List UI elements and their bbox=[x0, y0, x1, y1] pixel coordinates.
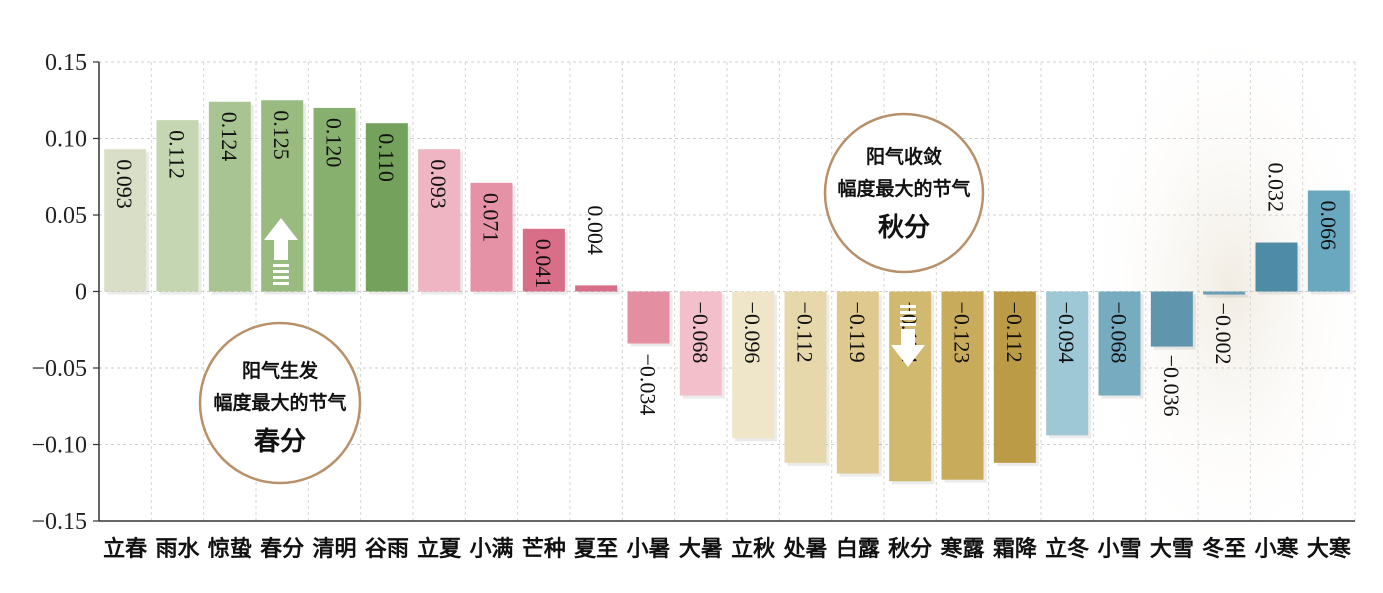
bar bbox=[1150, 291, 1193, 347]
x-tick-label: 谷雨 bbox=[365, 537, 409, 562]
value-label: 0.004 bbox=[583, 205, 608, 255]
autumn-note-line2: 幅度最大的节气 bbox=[837, 177, 970, 200]
spring-note-term: 春分 bbox=[254, 427, 306, 457]
value-label: −0.123 bbox=[950, 302, 975, 364]
value-label: −0.034 bbox=[636, 354, 661, 416]
y-tick-label: 0.10 bbox=[45, 127, 87, 153]
x-tick-label: 寒露 bbox=[940, 536, 985, 562]
bar bbox=[522, 228, 565, 292]
autumn-note-term: 秋分 bbox=[878, 213, 930, 243]
bar bbox=[1203, 291, 1246, 295]
value-label: 0.112 bbox=[165, 130, 190, 179]
bar bbox=[418, 149, 461, 292]
bar bbox=[836, 291, 879, 474]
x-tick-label: 大暑 bbox=[679, 537, 723, 562]
x-tick-label: 冬至 bbox=[1202, 536, 1246, 562]
x-tick-label: 夏至 bbox=[574, 537, 618, 562]
x-tick-label: 霜降 bbox=[992, 537, 1038, 562]
x-tick-label: 立冬 bbox=[1045, 536, 1089, 562]
bar bbox=[1098, 291, 1141, 396]
bar bbox=[993, 291, 1036, 463]
value-label: 0.093 bbox=[112, 159, 137, 209]
x-tick-label: 秋分 bbox=[888, 537, 932, 562]
value-label: 0.124 bbox=[217, 112, 242, 162]
value-label: 0.110 bbox=[374, 133, 399, 182]
x-tick-label: 小寒 bbox=[1254, 536, 1298, 562]
bar bbox=[732, 291, 775, 439]
value-label: −0.002 bbox=[1211, 303, 1236, 365]
bar bbox=[941, 291, 984, 480]
autumn-equinox-note: 阳气收敛 幅度最大的节气 秋分 bbox=[823, 112, 985, 274]
bar bbox=[679, 291, 722, 396]
x-tick-label: 雨水 bbox=[155, 537, 200, 562]
bar bbox=[470, 182, 513, 292]
y-tick-label: 0.05 bbox=[45, 203, 87, 229]
x-tick-label: 芒种 bbox=[522, 536, 566, 562]
value-label: 0.125 bbox=[269, 110, 294, 160]
value-label: 0.071 bbox=[479, 193, 504, 243]
x-tick-label: 立春 bbox=[103, 536, 147, 562]
value-label: −0.096 bbox=[740, 302, 765, 364]
value-label: 0.041 bbox=[531, 239, 556, 289]
bar-shadow bbox=[1206, 294, 1249, 298]
y-tick-label: 0 bbox=[75, 280, 87, 306]
x-tick-label: 立夏 bbox=[417, 536, 462, 562]
x-tick-labels: 立春 雨水 惊蛰 春分 清明 谷雨 立夏 小满 芒种 夏至 小暑 大暑 立秋 处暑 白露 秋分 寒露 霜降 立冬 小雪… bbox=[103, 536, 1351, 562]
value-label: −0.094 bbox=[1054, 302, 1079, 364]
x-tick-label: 大寒 bbox=[1307, 536, 1351, 562]
bars bbox=[104, 100, 1353, 485]
spring-equinox-note: 阳气生发 幅度最大的节气 春分 bbox=[198, 321, 362, 485]
bar bbox=[104, 149, 147, 292]
arrow-up-icon bbox=[264, 218, 298, 285]
value-label: 0.120 bbox=[322, 118, 347, 167]
y-tick-label: −0.15 bbox=[31, 509, 87, 535]
y-tick-label: −0.10 bbox=[31, 433, 87, 459]
value-label: −0.119 bbox=[845, 302, 870, 363]
x-tick-label: 立秋 bbox=[731, 536, 776, 562]
bar bbox=[1307, 190, 1350, 292]
bar bbox=[575, 285, 618, 292]
value-label: 0.032 bbox=[1264, 163, 1289, 213]
value-label: −0.068 bbox=[1107, 302, 1132, 364]
spring-note-line1: 阳气生发 bbox=[242, 359, 319, 382]
value-label: 0.066 bbox=[1316, 201, 1341, 251]
value-label: 0.093 bbox=[426, 159, 451, 209]
value-labels: 0.093 0.112 0.124 0.125 0.120 0.110 0.093 0.071… bbox=[112, 110, 1341, 416]
x-tick-label: 大雪 bbox=[1150, 537, 1194, 562]
bar bbox=[208, 101, 251, 292]
x-tick-label: 小暑 bbox=[626, 537, 670, 562]
spring-note-line2: 幅度最大的节气 bbox=[213, 391, 346, 414]
x-tick-label: 小雪 bbox=[1097, 537, 1141, 562]
arrow-down-icon bbox=[891, 305, 925, 367]
value-label: −0.112 bbox=[793, 302, 818, 363]
x-tick-label: 清明 bbox=[312, 536, 356, 562]
y-tick-label: −0.05 bbox=[31, 356, 87, 382]
bar bbox=[365, 123, 408, 292]
x-tick-label: 小满 bbox=[469, 537, 513, 562]
x-tick-label: 白露 bbox=[836, 536, 881, 562]
bar bbox=[627, 291, 670, 344]
axes bbox=[93, 61, 1355, 522]
y-tick-labels: 0.15 0.10 0.05 0 −0.05 −0.10 −0.15 bbox=[31, 50, 87, 535]
x-tick-label: 惊蛰 bbox=[208, 536, 252, 562]
autumn-note-line1: 阳气收敛 bbox=[866, 145, 942, 168]
bar bbox=[1046, 291, 1089, 436]
value-label: −0.036 bbox=[1159, 355, 1184, 417]
bar bbox=[784, 291, 827, 463]
x-tick-label: 春分 bbox=[260, 537, 304, 562]
x-tick-label: 处暑 bbox=[782, 536, 827, 562]
bar bbox=[313, 107, 356, 292]
value-label: −0.068 bbox=[688, 302, 713, 364]
y-tick-label: 0.15 bbox=[45, 50, 87, 76]
bar bbox=[156, 120, 199, 292]
value-label: −0.112 bbox=[1002, 302, 1027, 363]
bar bbox=[1255, 242, 1298, 292]
